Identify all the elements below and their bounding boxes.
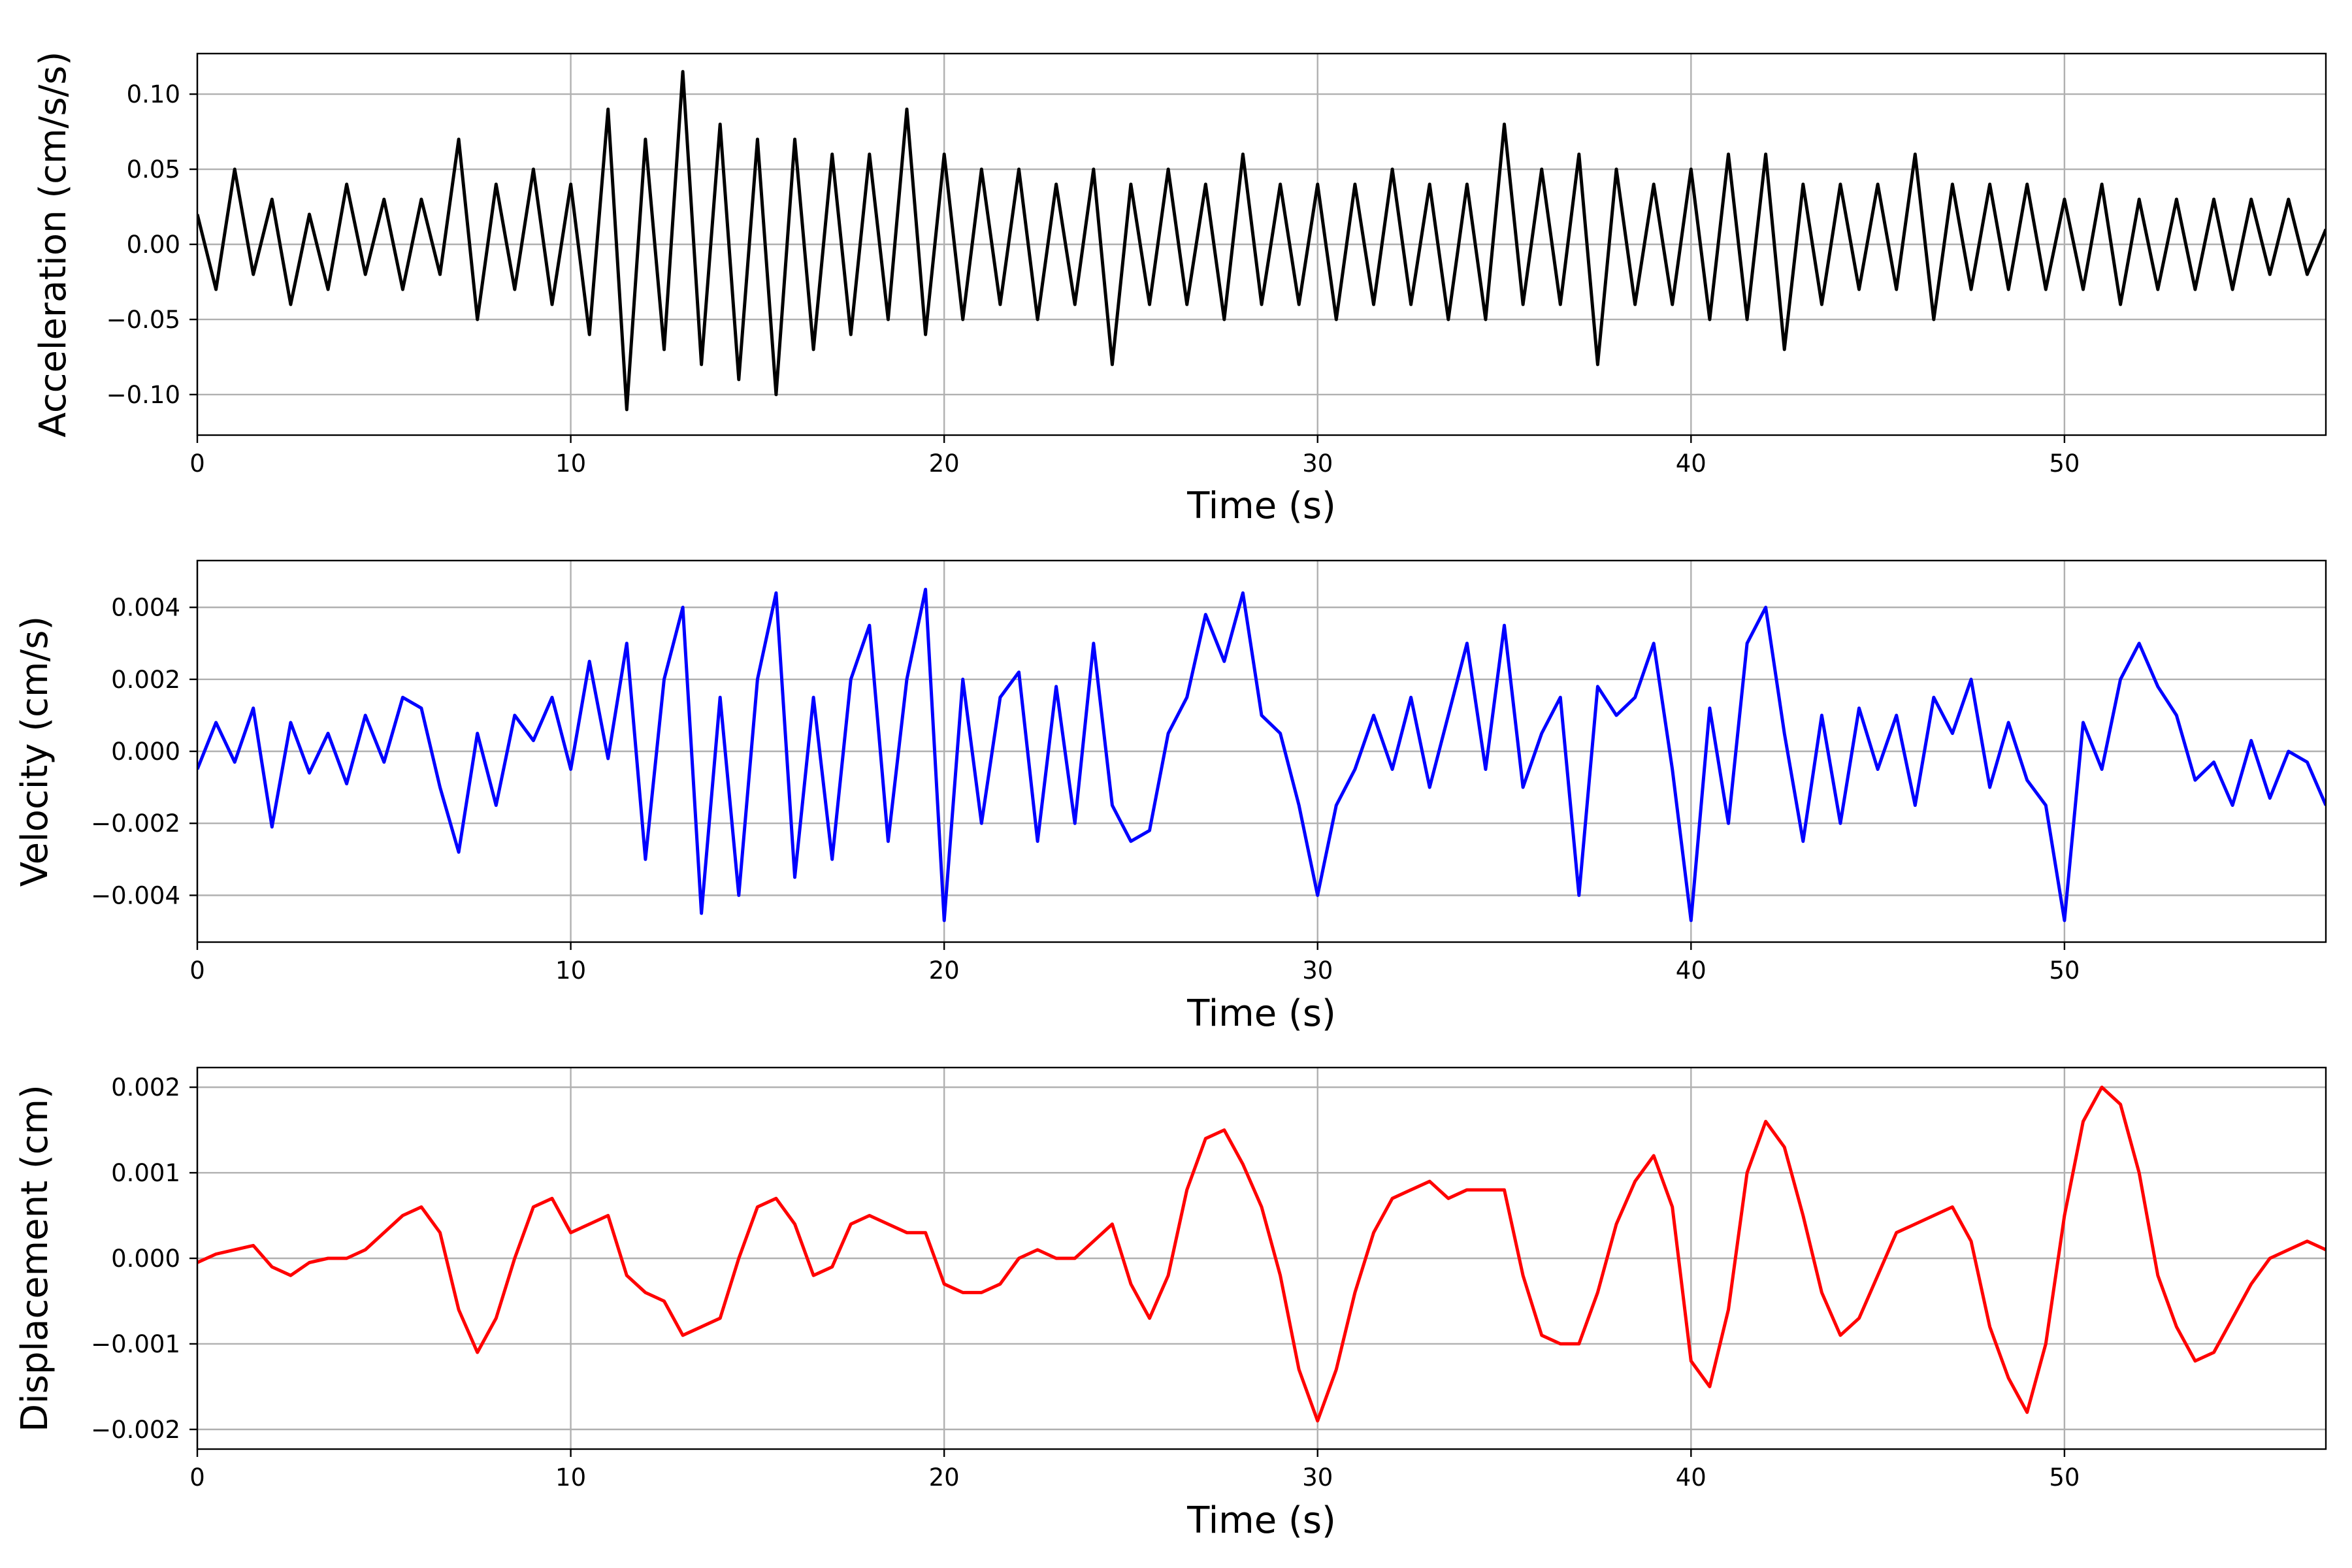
acceleration-x-tick-label: 20 — [929, 449, 960, 478]
displacement-y-tick-label: −0.001 — [91, 1330, 180, 1358]
velocity-x-tick-label: 20 — [929, 956, 960, 985]
acceleration-y-tick-label: −0.05 — [106, 306, 180, 334]
displacement-y-tick-label: −0.002 — [91, 1416, 180, 1444]
velocity-x-tick-label: 30 — [1302, 956, 1333, 985]
velocity-x-tick-label: 40 — [1676, 956, 1707, 985]
velocity-x-tick-label: 0 — [189, 956, 205, 985]
acceleration-panel: 0 10 20 30 40 50 −0.10 −0.05 0.00 0.05 0.10 Time (s… — [32, 52, 2327, 527]
displacement-y-tick-label: 0.000 — [111, 1245, 180, 1273]
panels-group: 0 10 20 30 40 50 −0.10 −0.05 0.00 0.05 0.10 Time (s… — [14, 52, 2327, 1542]
acceleration-x-tick-label: 10 — [555, 449, 586, 478]
displacement-panel: 0 10 20 30 40 50 −0.002 −0.001 0.000 0.001 0.002 Ti… — [14, 1066, 2327, 1542]
displacement-x-tick-label: 10 — [555, 1463, 586, 1492]
velocity-x-tick-label: 50 — [2049, 956, 2080, 985]
displacement-series-line — [197, 1085, 2326, 1423]
velocity-y-tick-label: 0.002 — [111, 666, 180, 694]
acceleration-series-line — [197, 70, 2326, 412]
acceleration-y-tick-label: 0.05 — [127, 155, 180, 184]
acceleration-y-axis-label: Acceleration (cm/s/s) — [32, 52, 74, 438]
displacement-y-tick-label: 0.001 — [111, 1159, 180, 1187]
acceleration-x-tick-label: 40 — [1676, 449, 1707, 478]
displacement-y-tick-label: 0.002 — [111, 1073, 180, 1102]
velocity-x-tick-label: 10 — [555, 956, 586, 985]
velocity-panel: 0 10 20 30 40 50 −0.004 −0.002 0.000 0.002 0.004 Ti… — [14, 559, 2327, 1035]
displacement-x-tick-label: 40 — [1676, 1463, 1707, 1492]
displacement-x-tick-label: 0 — [189, 1463, 205, 1492]
acceleration-x-axis-label: Time (s) — [1186, 485, 1336, 527]
acceleration-x-tick-label: 0 — [189, 449, 205, 478]
acceleration-x-tick-label: 30 — [1302, 449, 1333, 478]
velocity-y-tick-label: 0.004 — [111, 594, 180, 622]
displacement-x-axis-label: Time (s) — [1186, 1499, 1336, 1542]
displacement-y-axis-label: Displacement (cm) — [14, 1085, 56, 1432]
velocity-y-axis-label: Velocity (cm/s) — [14, 616, 56, 887]
acceleration-y-tick-label: −0.10 — [106, 381, 180, 409]
displacement-x-tick-label: 30 — [1302, 1463, 1333, 1492]
velocity-y-tick-label: 0.000 — [111, 738, 180, 766]
velocity-x-axis-label: Time (s) — [1186, 992, 1336, 1035]
velocity-y-tick-label: −0.004 — [91, 881, 180, 909]
acceleration-x-tick-label: 50 — [2049, 449, 2080, 478]
displacement-x-tick-label: 50 — [2049, 1463, 2080, 1492]
acceleration-y-tick-label: 0.00 — [127, 231, 180, 259]
displacement-x-tick-label: 20 — [929, 1463, 960, 1492]
velocity-series-line — [197, 587, 2326, 923]
acceleration-y-tick-label: 0.10 — [127, 80, 180, 108]
velocity-y-tick-label: −0.002 — [91, 809, 180, 838]
